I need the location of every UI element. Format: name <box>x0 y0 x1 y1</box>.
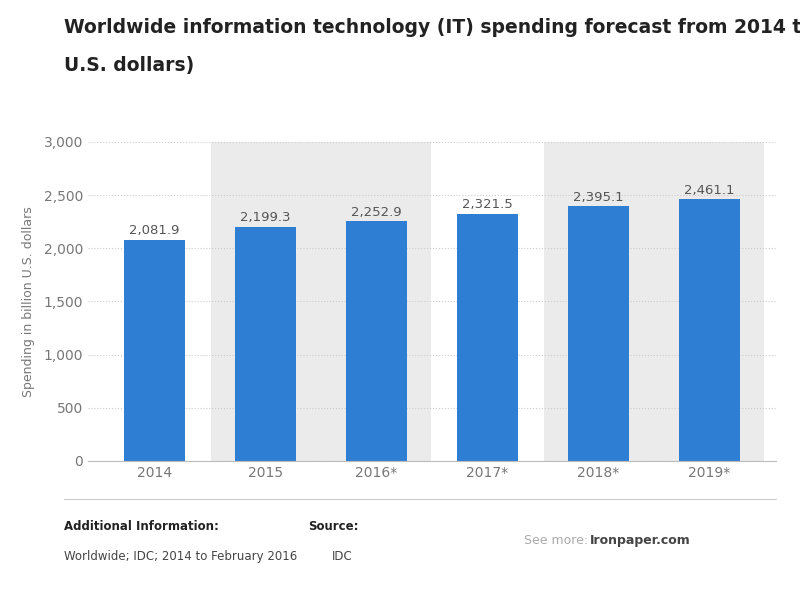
Text: See more:: See more: <box>524 534 592 547</box>
Text: Source:: Source: <box>308 520 358 533</box>
Bar <box>568 206 629 461</box>
Text: 2,252.9: 2,252.9 <box>351 206 402 219</box>
Text: Ironpaper.com: Ironpaper.com <box>590 534 690 547</box>
Bar <box>346 221 407 461</box>
Text: U.S. dollars): U.S. dollars) <box>64 56 194 75</box>
Bar <box>210 142 431 461</box>
Text: Additional Information:: Additional Information: <box>64 520 219 533</box>
Bar <box>124 239 185 461</box>
Text: 2,081.9: 2,081.9 <box>130 224 180 237</box>
Bar <box>457 214 518 461</box>
Text: 2,321.5: 2,321.5 <box>462 199 513 212</box>
Y-axis label: Spending in billion U.S. dollars: Spending in billion U.S. dollars <box>22 206 35 397</box>
Text: Worldwide information technology (IT) spending forecast from 2014 to 2019 (in bi: Worldwide information technology (IT) sp… <box>64 18 800 37</box>
Text: 2,395.1: 2,395.1 <box>573 190 624 203</box>
Bar <box>235 227 296 461</box>
Bar <box>679 199 740 461</box>
Text: Worldwide; IDC; 2014 to February 2016: Worldwide; IDC; 2014 to February 2016 <box>64 550 298 563</box>
Bar <box>543 142 764 461</box>
Text: 2,199.3: 2,199.3 <box>240 212 290 225</box>
Text: 2,461.1: 2,461.1 <box>684 184 734 197</box>
Text: IDC: IDC <box>332 550 353 563</box>
